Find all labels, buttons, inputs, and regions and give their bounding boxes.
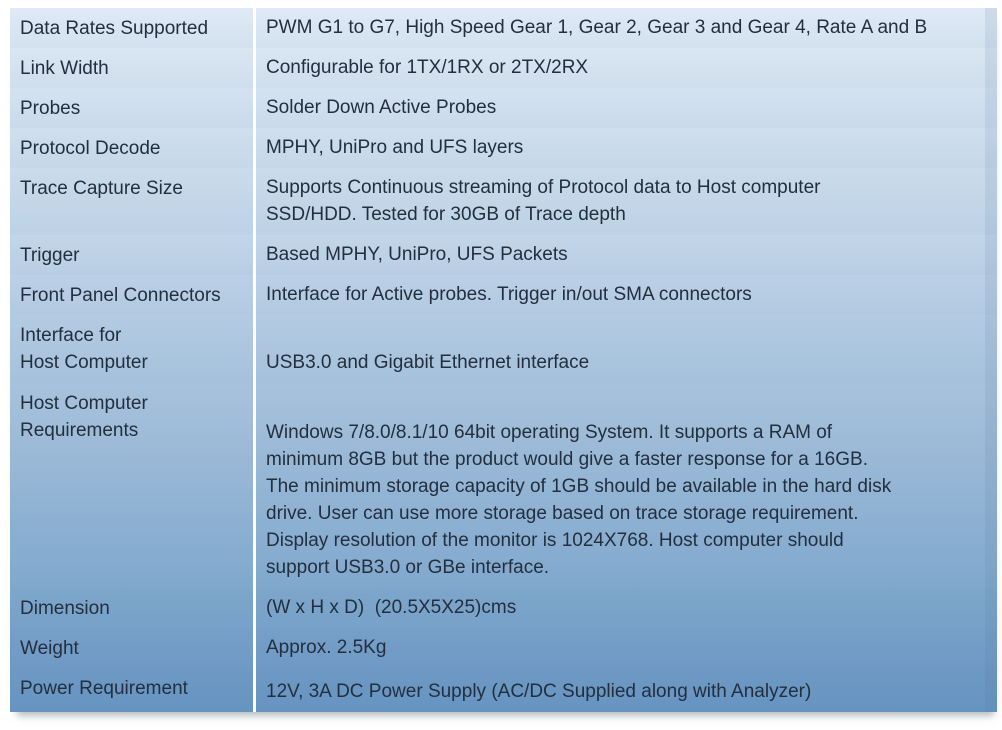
row-accent-strip [985, 168, 997, 235]
column-divider [253, 668, 256, 712]
table-row: Power Requirement 12V, 3A DC Power Suppl… [10, 668, 997, 712]
row-accent-strip [985, 588, 997, 628]
table-row: Probes Solder Down Active Probes [10, 88, 997, 128]
column-divider [253, 235, 256, 275]
column-divider [253, 588, 256, 628]
column-divider [253, 628, 256, 668]
spec-value-cell: Solder Down Active Probes [266, 97, 497, 118]
spec-label-cell: Dimension [20, 598, 110, 619]
spec-value-cell: Interface for Active probes. Trigger in/… [266, 284, 752, 305]
spec-label-cell: Probes [20, 98, 81, 119]
column-divider [253, 383, 256, 588]
spec-value-cell: Approx. 2.5Kg [266, 637, 387, 658]
column-divider [253, 48, 256, 88]
table-row: Link Width Configurable for 1TX/1RX or 2… [10, 48, 997, 88]
row-accent-strip [985, 275, 997, 315]
row-accent-strip [985, 315, 997, 383]
spec-label-cell: Weight [20, 638, 79, 659]
row-accent-strip [985, 88, 997, 128]
spec-value-cell: 12V, 3A DC Power Supply (AC/DC Supplied … [266, 681, 812, 702]
spec-label-cell: Link Width [20, 58, 109, 79]
spec-value-cell: Configurable for 1TX/1RX or 2TX/2RX [266, 57, 589, 78]
spec-label-cell: Protocol Decode [20, 138, 161, 159]
row-accent-strip [985, 628, 997, 668]
spec-label-cell: Host Computer Requirements [20, 393, 148, 441]
column-divider [253, 88, 256, 128]
spec-value-cell: Supports Continuous streaming of Protoco… [266, 177, 821, 225]
spec-value-cell: Windows 7/8.0/8.1/10 64bit operating Sys… [266, 422, 892, 578]
row-accent-strip [985, 8, 997, 48]
column-divider [253, 8, 256, 48]
column-divider [253, 315, 256, 383]
table-row: Protocol Decode MPHY, UniPro and UFS lay… [10, 128, 997, 168]
table-row: Trace Capture Size Supports Continuous s… [10, 168, 997, 235]
table-row: Front Panel Connectors Interface for Act… [10, 275, 997, 315]
spec-table: Data Rates Supported PWM G1 to G7, High … [10, 8, 997, 712]
table-row: Trigger Based MPHY, UniPro, UFS Packets [10, 235, 997, 275]
column-divider [253, 128, 256, 168]
column-divider [253, 275, 256, 315]
spec-value-cell: (W x H x D) (20.5X5X25)cms [266, 597, 517, 618]
row-accent-strip [985, 668, 997, 712]
spec-label-cell: Power Requirement [20, 678, 188, 699]
column-divider [253, 168, 256, 235]
row-accent-strip [985, 128, 997, 168]
spec-label-cell: Trace Capture Size [20, 178, 183, 199]
spec-label-cell: Trigger [20, 245, 80, 266]
spec-value-cell: PWM G1 to G7, High Speed Gear 1, Gear 2,… [266, 17, 928, 38]
table-row: Dimension (W x H x D) (20.5X5X25)cms [10, 588, 997, 628]
spec-label-cell: Data Rates Supported [20, 18, 209, 39]
table-row: Host Computer Requirements Windows 7/8.0… [10, 383, 997, 588]
spec-value-cell: USB3.0 and Gigabit Ethernet interface [266, 352, 590, 373]
table-row: Data Rates Supported PWM G1 to G7, High … [10, 8, 997, 48]
row-accent-strip [985, 235, 997, 275]
table-row: Interface for Host Computer USB3.0 and G… [10, 315, 997, 383]
spec-value-cell: Based MPHY, UniPro, UFS Packets [266, 244, 568, 265]
row-accent-strip [985, 383, 997, 588]
row-accent-strip [985, 48, 997, 88]
spec-label-cell: Front Panel Connectors [20, 285, 221, 306]
spec-label-cell: Interface for Host Computer [20, 325, 148, 373]
table-row: Weight Approx. 2.5Kg [10, 628, 997, 668]
spec-value-cell: MPHY, UniPro and UFS layers [266, 137, 524, 158]
